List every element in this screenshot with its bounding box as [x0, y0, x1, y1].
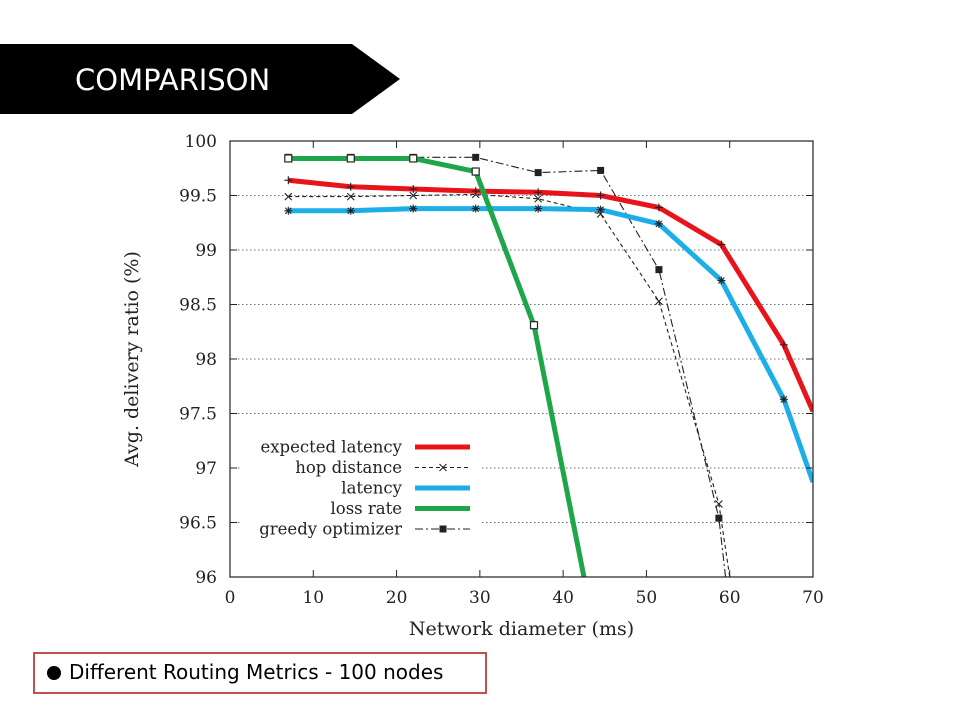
y-tick-label: 96.5 [179, 514, 217, 534]
open-square-marker [409, 154, 418, 163]
title-banner [0, 44, 400, 114]
x-marker [409, 191, 418, 200]
x-tick-label: 0 [225, 588, 236, 608]
asterisk-marker [597, 206, 605, 214]
y-tick-label: 97.5 [179, 405, 217, 425]
x-tick-label: 60 [719, 588, 741, 608]
x-tick-label: 40 [552, 588, 574, 608]
asterisk-marker [284, 207, 292, 215]
y-tick-label: 97 [195, 459, 217, 479]
y-tick-label: 100 [185, 132, 217, 152]
axis-ticks: 96 96.5 97 97.5 98 98.5 99 99.5 100 0 10 20 30 40 50 60… [179, 132, 824, 608]
x-axis-label: Network diameter (ms) [409, 618, 634, 640]
open-square-marker [471, 167, 480, 176]
y-tick-label: 99 [195, 241, 217, 261]
legend-label: latency [341, 479, 402, 498]
series-line [288, 177, 813, 413]
series-layer [284, 153, 813, 577]
legend-label: loss rate [330, 499, 402, 518]
delivery-ratio-chart: 96 96.5 97 97.5 98 98.5 99 99.5 100 0 10 20 30 40 50 60… [121, 132, 824, 640]
x-tick-label: 20 [386, 588, 408, 608]
x-tick-label: 50 [636, 588, 658, 608]
x-marker [439, 463, 447, 472]
filled-square-marker [715, 514, 723, 522]
filled-square-marker [534, 169, 542, 177]
y-tick-label: 99.5 [179, 187, 217, 207]
legend-label: greedy optimizer [259, 520, 402, 539]
filled-square-marker [439, 525, 447, 533]
open-square-marker [284, 154, 293, 163]
legend-label: expected latency [260, 438, 402, 457]
legend-label: hop distance [295, 458, 402, 477]
x-marker [534, 194, 543, 203]
asterisk-marker [534, 205, 542, 212]
series-hop-distance [284, 190, 731, 577]
caption-box: Different Routing Metrics - 100 nodes [33, 652, 487, 694]
caption-text: Different Routing Metrics - 100 nodes [69, 660, 444, 684]
y-tick-label: 98 [195, 350, 217, 370]
asterisk-marker [409, 205, 417, 212]
series-latency [284, 204, 813, 483]
legend-sample [415, 463, 470, 472]
open-square-marker [346, 154, 355, 163]
legend-sample [415, 525, 470, 533]
asterisk-marker [472, 205, 480, 212]
series-expected-latency [284, 176, 813, 413]
filled-square-marker [472, 153, 480, 161]
series-line [288, 193, 731, 577]
filled-square-marker [597, 166, 605, 174]
series-loss-rate [284, 154, 587, 577]
filled-square-marker [655, 266, 663, 274]
y-tick-label: 98.5 [179, 296, 217, 316]
open-square-marker [529, 321, 539, 330]
y-axis-label: Avg. delivery ratio (%) [121, 251, 143, 468]
x-tick-label: 10 [302, 588, 324, 608]
y-tick-label: 96 [195, 568, 217, 588]
bullet-icon [47, 666, 61, 680]
slide-title: COMPARISON [75, 63, 271, 97]
x-tick-label: 70 [802, 588, 824, 608]
asterisk-marker [717, 277, 725, 284]
asterisk-marker [655, 220, 663, 228]
x-marker [346, 192, 355, 201]
asterisk-marker [780, 395, 788, 403]
x-marker [284, 192, 293, 201]
banner-shape [0, 44, 400, 114]
x-tick-label: 30 [469, 588, 491, 608]
series-line [288, 155, 587, 577]
x-marker [655, 297, 663, 306]
asterisk-marker [347, 207, 355, 215]
series-line [288, 206, 813, 483]
